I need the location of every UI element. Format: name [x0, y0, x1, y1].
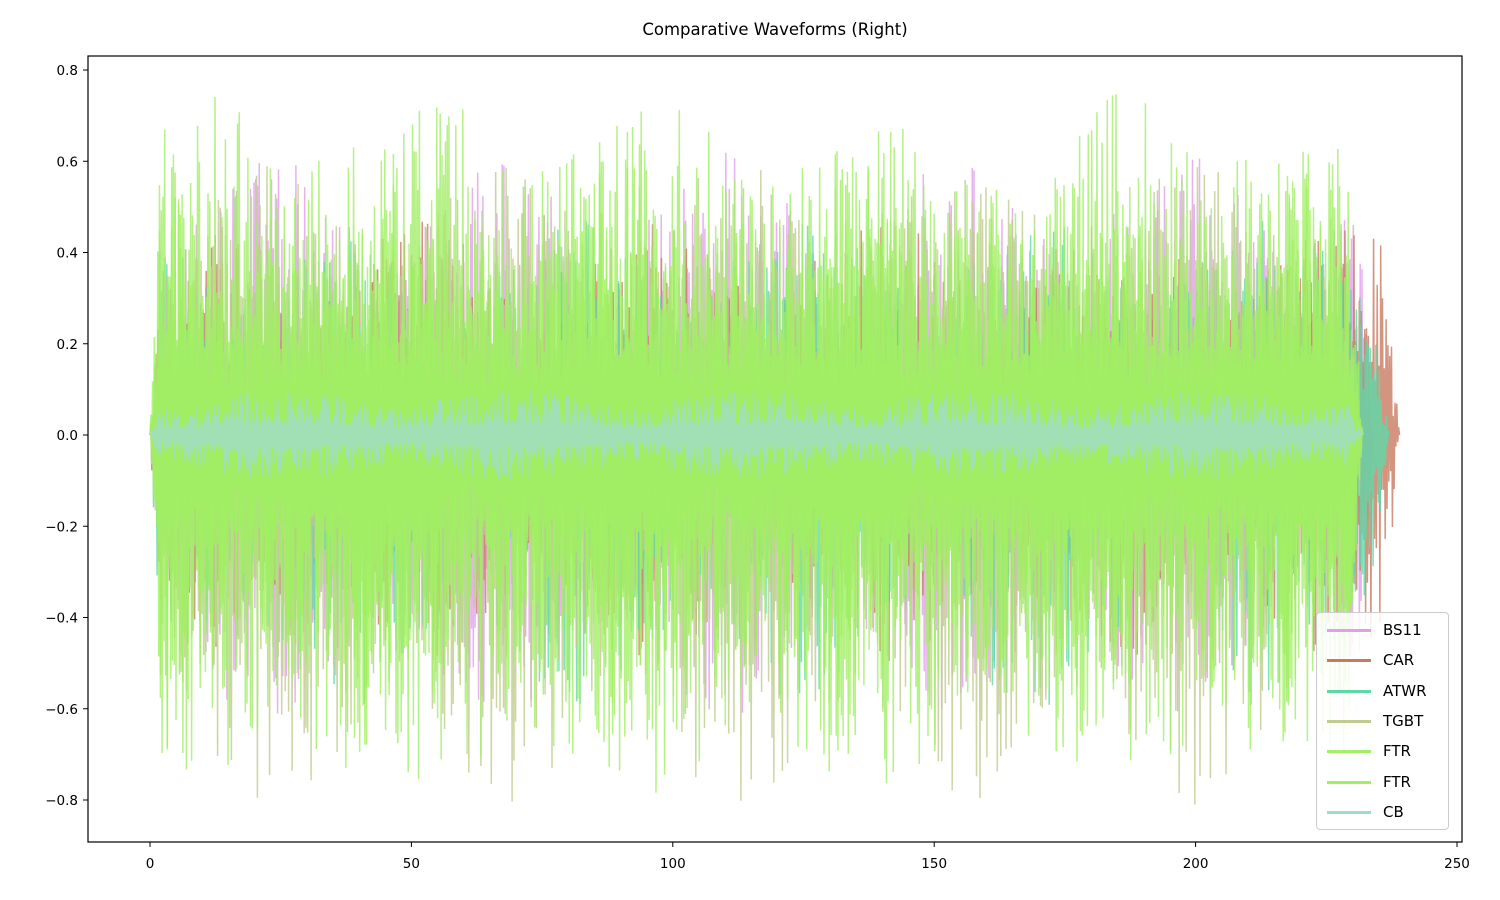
legend-label: FTR: [1383, 772, 1411, 791]
legend-item: BS11: [1317, 616, 1448, 646]
axes-frame: [87, 55, 1463, 843]
legend-swatch: [1327, 719, 1371, 723]
svg-text:50: 50: [403, 856, 420, 872]
legend-item: CAR: [1317, 646, 1448, 676]
legend-swatch: [1327, 780, 1371, 784]
svg-text:0.2: 0.2: [57, 337, 78, 353]
svg-text:200: 200: [1183, 856, 1209, 872]
legend-label: CB: [1383, 802, 1404, 821]
svg-text:100: 100: [660, 856, 686, 872]
legend-item: TGBT: [1317, 707, 1448, 737]
legend-item: CB: [1317, 798, 1448, 828]
legend-item: ATWR: [1317, 677, 1448, 707]
legend-label: CAR: [1383, 651, 1415, 670]
svg-text:−0.4: −0.4: [45, 611, 78, 627]
waveforms: [149, 94, 1401, 805]
svg-text:0: 0: [146, 856, 155, 872]
legend-swatch: [1327, 629, 1371, 632]
svg-text:−0.8: −0.8: [45, 793, 78, 809]
legend-item: FTR: [1317, 768, 1448, 798]
legend-swatch: [1327, 750, 1371, 754]
legend: BS11 CAR ATWR TGBT FTR FTR CB: [1316, 612, 1449, 830]
legend-item: FTR: [1317, 737, 1448, 767]
y-axis-ticks: 0.8 0.6 0.4 0.2 0.0 −0.2 −0.4 −0.6 −0.8: [45, 63, 88, 809]
svg-text:250: 250: [1444, 856, 1470, 872]
svg-text:−0.6: −0.6: [45, 702, 78, 718]
waveform-cb: [149, 390, 1364, 481]
chart-title: Comparative Waveforms (Right): [642, 20, 908, 39]
legend-label: ATWR: [1383, 681, 1427, 700]
legend-swatch: [1327, 689, 1371, 693]
legend-label: TGBT: [1383, 711, 1424, 730]
svg-text:150: 150: [921, 856, 947, 872]
svg-text:0.0: 0.0: [57, 428, 78, 444]
svg-text:−0.2: −0.2: [45, 519, 78, 535]
svg-text:0.6: 0.6: [57, 154, 78, 170]
svg-text:0.4: 0.4: [57, 246, 78, 262]
legend-swatch: [1327, 659, 1371, 663]
x-axis-ticks: 0 50 100 150 200 250: [146, 842, 1470, 872]
svg-text:0.8: 0.8: [57, 63, 78, 79]
legend-label: BS11: [1383, 621, 1422, 639]
legend-swatch: [1327, 810, 1371, 814]
legend-label: FTR: [1383, 742, 1411, 761]
